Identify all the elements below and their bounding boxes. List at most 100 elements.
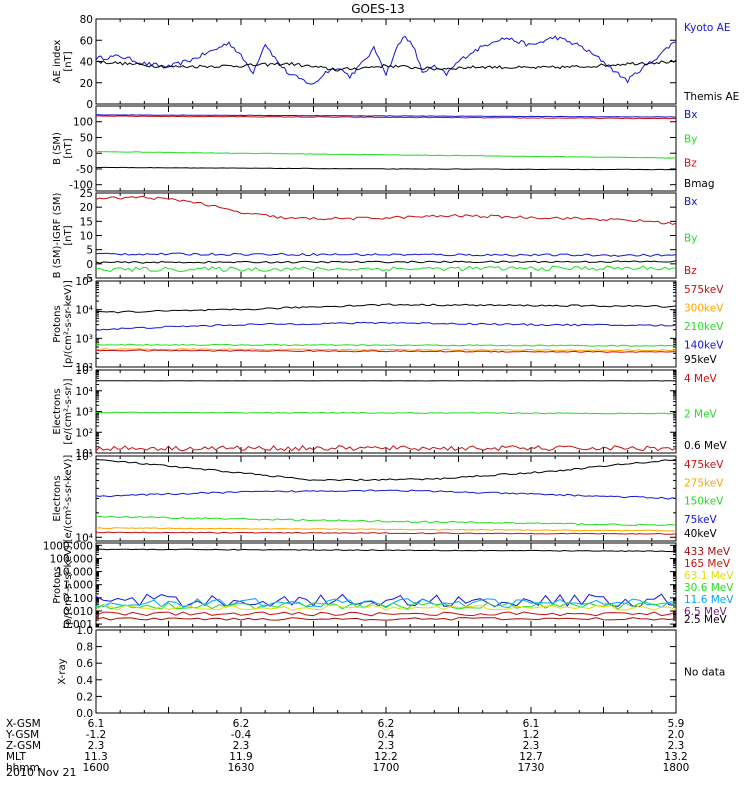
y-tick-label: 20 [80,202,93,214]
legend-entry: 0.6 MeV [684,440,728,452]
y-tick-label: 100.000 [50,553,93,565]
ephemeris-row-label: MLT [6,751,26,763]
ephemeris-value: 2.3 [668,740,685,752]
series-line [96,166,676,171]
series-line [96,35,676,85]
y-tick-label: 0 [86,99,93,111]
legend-entry: 433 MeV [684,546,731,558]
ephemeris-value: 2.3 [378,740,395,752]
ephemeris-value: 12.7 [519,751,542,763]
legend-entry: 150keV [684,496,724,508]
series-line [96,343,676,347]
series-line [96,303,676,314]
y-axis-label: B (SM) [52,132,63,165]
series-line [96,260,676,264]
y-tick-label: 0.6 [76,658,93,670]
series-line [96,458,676,482]
y-tick-label: 0 [86,259,93,271]
series-line [96,531,676,535]
panel-ae: 0 20 40 60 80 AE index [nT] Kyoto AE Themis AE [52,14,739,111]
y-axis-label: [nT] [63,51,74,71]
series-line [96,411,676,415]
series-group [96,458,676,535]
legend-entry: 140keV [684,340,724,352]
y-tick-label: 10¹ [75,448,93,460]
y-tick-label: 1000.000 [43,540,93,552]
y-axis-label: [nT] [63,225,74,245]
y-tick-label: 0.2 [76,691,93,703]
ephemeris-row-label: Z-GSM [6,740,41,752]
legend-entry: 30.6 MeV [684,582,734,594]
panel-electrons_lo: 10⁴ 10⁵ Electrons [e/(cm²-s-sr-keV)] 475keV 2… [52,451,724,544]
series-line [96,349,676,353]
ephemeris-row-label: hhmm [6,762,40,774]
y-tick-label: 10³ [75,333,93,345]
y-axis-label: [p/(cm²-s-sr-keV)] [63,280,74,368]
ephemeris-value: 11.3 [84,751,107,763]
y-tick-label: 10³ [75,407,93,419]
y-tick-label: 1.000 [63,580,93,592]
ephemeris-value: 1700 [373,762,400,774]
ephemeris-value: 6.1 [523,718,540,730]
y-tick-label: 10⁴ [75,305,93,317]
panel-bdiff: -5 0 5 10 15 20 25 B (SM)-IGRF (SM) [nT] Bx By Bz [52,188,697,285]
legend-entry: 4 MeV [684,373,718,385]
y-tick-label: 60 [80,35,93,47]
ephemeris-value: 1.2 [523,729,540,741]
series-group [96,380,676,452]
y-tick-label: -100 [69,180,93,192]
ephemeris-value: 5.9 [668,718,685,730]
ephemeris-value: 12.2 [374,751,397,763]
legend-entry: 575keV [684,284,724,296]
y-tick-label: 0.4 [76,675,93,687]
y-tick-label: 0.0 [76,708,93,720]
legend-entry: 475keV [684,459,724,471]
legend-entry: No data [684,667,725,679]
series-line [96,195,676,225]
legend-entry: 300keV [684,303,724,315]
ephemeris-value: 6.2 [233,718,250,730]
panel-frame [95,455,677,542]
date-label: 2010 Nov 21 [6,766,76,779]
panel-protons: 10² 10³ 10⁴ 10⁵ Protons [p/(cm²-s-sr-keV)] 575… [52,276,724,374]
y-axis-label: B (SM)-IGRF (SM) [52,193,63,279]
ephemeris-value: 0.4 [378,729,395,741]
y-tick-label: 0.8 [76,642,93,654]
series-line [96,115,676,120]
y-tick-label: 10⁵ [75,451,93,463]
ephemeris-value: 1800 [663,762,690,774]
series-group [96,548,676,621]
y-tick-label: 10⁴ [75,386,93,398]
ephemeris-value: -1.2 [86,729,107,741]
ephemeris-value: 11.9 [229,751,252,763]
legend-entry: 6.5 MeV [684,606,728,618]
legend-entry: 210keV [684,321,724,333]
y-axis-label: AE index [52,40,63,84]
y-tick-label: 10² [75,427,93,439]
series-line [96,527,676,532]
ephemeris-value: 6.2 [378,718,395,730]
y-axis-label: [p/(cm²-s-sr-keV)] [63,541,74,629]
series-line [96,252,676,257]
series-line [96,445,676,452]
series-group [96,35,676,85]
legend-entry: Bz [684,265,697,277]
series-line [96,598,676,609]
ephemeris-value: 1630 [228,762,255,774]
y-tick-label: 50 [80,132,93,144]
series-line [96,114,676,118]
legend-entry: 2.5 MeV [684,614,728,626]
y-axis-label: [e/(cm²-s-sr-keV)] [63,455,74,543]
legend-entry: 75keV [684,514,718,526]
legend-entry: 95keV [684,354,718,366]
y-tick-label: 10⁴ [75,532,93,544]
legend-entry: 275keV [684,477,724,489]
series-line [96,515,676,527]
ephemeris-value: 2.3 [88,740,105,752]
legend-entry: 165 MeV [684,558,731,570]
panel-xray: 0.0 0.2 0.4 0.6 0.8 1.0 X-ray No data [57,625,725,720]
panel-frame [95,369,677,454]
